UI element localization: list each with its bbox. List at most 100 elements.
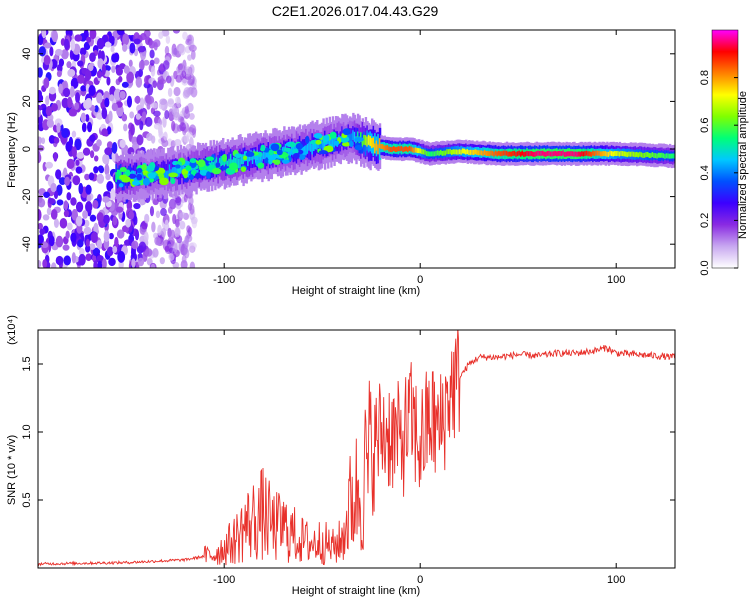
ridge-blob [190, 169, 197, 176]
noise-cell [106, 76, 111, 86]
ridge-blob [349, 140, 354, 147]
noise-cell [139, 198, 145, 206]
ridge-cell [349, 134, 352, 145]
noise-cell [79, 47, 87, 56]
noise-cell [155, 210, 161, 219]
ridge-cell [510, 151, 513, 157]
ridge-cell [261, 153, 264, 164]
ridge-cell [439, 149, 443, 155]
ridge-cell [590, 151, 593, 157]
noise-cell [80, 112, 87, 123]
noise-cell [98, 166, 105, 174]
snr-panel: -100 0 100 0.5 1.0 1.5 Height of straight li… [6, 315, 676, 597]
spectrogram-heatmap [38, 30, 675, 268]
noise-cell [179, 212, 187, 219]
ridge-cell [640, 152, 644, 158]
ridge-cell [394, 147, 397, 153]
ridge-cell [377, 144, 380, 155]
ridge-cell [563, 151, 567, 157]
noise-cell [55, 255, 64, 266]
noise-cell [175, 96, 180, 104]
ridge-cell [574, 151, 578, 157]
noise-cell [85, 201, 93, 213]
ridge-cell [452, 149, 455, 155]
ridge-cell [607, 151, 611, 157]
noise-cell [66, 61, 72, 69]
ridge-blob [159, 177, 169, 186]
noise-cell [93, 260, 98, 268]
colorbar-ticks: 0.0 0.2 0.4 0.6 0.8 [699, 70, 738, 276]
ridge-blob [313, 132, 323, 139]
ridge-cell [568, 151, 571, 157]
noise-cell [38, 260, 42, 268]
ridge-cell [229, 153, 233, 164]
ridge-cell [454, 149, 457, 155]
ridge-cell [623, 151, 626, 157]
ridge-cell [516, 151, 520, 157]
noise-cell [145, 248, 153, 257]
noise-cell [74, 138, 82, 151]
ridge-cell [508, 151, 512, 157]
ridge-blob [342, 128, 351, 136]
ridge-cell [472, 149, 476, 155]
noise-cell [85, 244, 91, 253]
ridge-cell [361, 138, 364, 149]
ridge-cell [388, 146, 391, 152]
noise-cell [104, 97, 110, 108]
ridge-cell [463, 148, 466, 154]
ridge-cell [167, 170, 170, 181]
ridge-cell [352, 130, 355, 141]
noise-cell [126, 71, 134, 84]
noise-cell [134, 95, 141, 104]
ridge-cell [438, 150, 441, 156]
noise-cell [119, 139, 126, 149]
ridge-blob [240, 166, 247, 173]
ridge-cell [403, 146, 407, 152]
ridge-cell [457, 149, 460, 155]
noise-cell [63, 167, 68, 177]
noise-cell [97, 58, 104, 69]
noise-cell [89, 30, 97, 40]
noise-cell [162, 60, 170, 70]
ridge-cell [411, 147, 415, 153]
noise-cell [112, 245, 118, 254]
ridge-cell [504, 150, 507, 156]
noise-cell [133, 38, 141, 45]
noise-cell [123, 123, 128, 132]
noise-cell [96, 92, 103, 104]
ridge-cell [494, 150, 498, 156]
noise-cell [138, 241, 147, 252]
noise-cell [140, 32, 147, 41]
ridge-cell [645, 152, 648, 158]
ridge-cell [168, 164, 172, 175]
noise-cell [97, 260, 103, 268]
ridge-cell [549, 151, 553, 157]
ridge-cell [474, 149, 477, 155]
noise-cell [48, 197, 56, 205]
ridge-cell [559, 150, 562, 156]
ridge-cell [518, 150, 521, 156]
noise-cell [184, 105, 189, 115]
ridge-cell [378, 139, 382, 160]
noise-cell [109, 94, 115, 102]
noise-cell [84, 173, 90, 181]
ridge-cell [220, 156, 223, 167]
ridge-cell [628, 151, 631, 157]
ridge-blob [305, 135, 310, 144]
noise-cell [77, 74, 85, 84]
ridge-blob [260, 144, 266, 152]
ridge-cell [251, 153, 255, 164]
ridge-cell [228, 158, 231, 169]
noise-cell [55, 235, 64, 248]
ridge-cell [215, 157, 219, 168]
noise-cell [55, 48, 63, 56]
ridge-cell [309, 141, 313, 152]
ridge-cell [606, 151, 609, 157]
ridge-blob [318, 150, 328, 155]
ridge-cell [515, 151, 518, 157]
ridge-cell [291, 144, 294, 155]
noise-cell [174, 139, 182, 147]
noise-cell [66, 222, 73, 231]
ridge-cell [668, 153, 672, 159]
heatmap-cells [38, 30, 675, 268]
